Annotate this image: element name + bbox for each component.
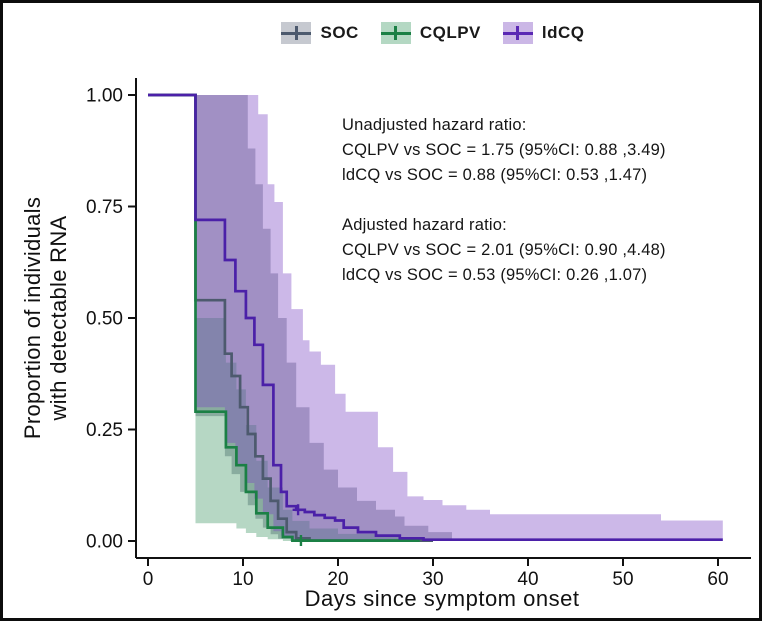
censor-mark-ldCQ [292, 504, 304, 516]
legend-label-cqlpv: CQLPV [419, 23, 481, 42]
ci-band-SOC [195, 95, 452, 541]
annotation-line: ldCQ vs SOC = 0.88 (95%CI: 0.53 ,1.47) [342, 166, 648, 184]
x-axis-title: Days since symptom onset [304, 586, 580, 611]
x-tick-label: 40 [517, 569, 538, 590]
chart-legend: SOC CQLPV ldCQ [123, 17, 743, 49]
x-tick-label: 30 [422, 569, 443, 590]
annotation-line: CQLPV vs SOC = 2.01 (95%CI: 0.90 ,4.48) [342, 241, 666, 259]
censor-mark-CQLPV [295, 535, 307, 547]
soc-key-plus-icon [294, 26, 298, 40]
ci-band-ldCQ [195, 95, 723, 541]
annotation-line: CQLPV vs SOC = 1.75 (95%CI: 0.88 ,3.49) [342, 141, 666, 159]
ldcq-key-plus-icon [516, 26, 520, 40]
cqlpv-key-icon [380, 22, 411, 44]
x-tick-label: 10 [232, 569, 253, 590]
x-tick-label: 50 [612, 569, 633, 590]
annotation-line: ldCQ vs SOC = 0.53 (95%CI: 0.26 ,1.07) [342, 266, 648, 284]
y-axis-title-line1: Proportion of individuals [20, 196, 45, 440]
y-axis-title: Proportion of individuals with detectabl… [20, 78, 74, 558]
ldcq-key-icon [502, 22, 533, 44]
cqlpv-key-plus-icon [394, 26, 398, 40]
survival-curve-CQLPV [148, 93, 420, 542]
km-chart-canvas: 0 10 20 30 40 50 60 0.00 0.25 0.50 0.75 1.00 [86, 78, 751, 590]
legend-item-soc: SOC [281, 22, 358, 44]
y-axis-title-line2: with detectable RNA [46, 215, 71, 421]
legend-label-soc: SOC [320, 23, 359, 42]
x-tick-label: 0 [143, 569, 154, 590]
legend-label-ldcq: ldCQ [541, 23, 585, 42]
y-tick-label: 1.00 [86, 86, 123, 107]
x-tick-label: 60 [707, 569, 728, 590]
y-tick-label: 0.50 [86, 309, 123, 330]
ci-band-CQLPV [195, 318, 420, 541]
x-tick-label: 20 [327, 569, 348, 590]
y-tick-label: 0.25 [86, 420, 123, 441]
legend-item-ldcq: ldCQ [502, 22, 585, 44]
soc-key-icon [281, 22, 312, 44]
annotation-line: Unadjusted hazard ratio: [342, 116, 527, 134]
y-tick-label: 0.75 [86, 197, 123, 218]
legend-item-cqlpv: CQLPV [380, 22, 481, 44]
survival-curve-ldCQ [148, 93, 723, 542]
annotation-line [342, 188, 666, 213]
survival-curve-SOC [148, 93, 433, 542]
annotation-line: Adjusted hazard ratio: [342, 216, 507, 234]
y-tick-label: 0.00 [86, 532, 123, 553]
hazard-ratio-annotation: Unadjusted hazard ratio: CQLPV vs SOC = … [342, 113, 666, 288]
